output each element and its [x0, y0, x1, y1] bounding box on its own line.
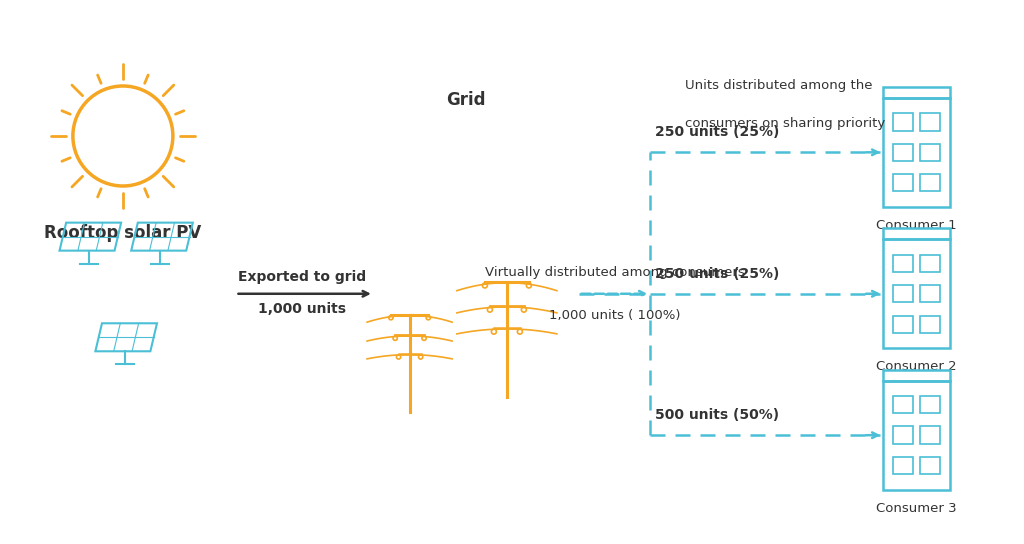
Text: Consumer 2: Consumer 2	[877, 360, 956, 373]
Text: 500 units (50%): 500 units (50%)	[655, 408, 779, 422]
Bar	[893, 457, 913, 474]
Text: 1,000 units ( 100%): 1,000 units ( 100%)	[549, 309, 680, 322]
Text: Grid: Grid	[446, 91, 485, 109]
Bar	[893, 174, 913, 191]
Bar	[893, 113, 913, 131]
Text: Virtually distributed among consumers: Virtually distributed among consumers	[484, 266, 744, 279]
Bar	[893, 285, 913, 302]
Text: 250 units (25%): 250 units (25%)	[655, 125, 779, 139]
Bar	[920, 113, 940, 131]
Bar	[883, 87, 949, 98]
Text: Consumer 3: Consumer 3	[877, 502, 956, 515]
Bar	[893, 426, 913, 444]
Bar	[893, 316, 913, 333]
Bar	[893, 396, 913, 413]
Bar	[920, 144, 940, 161]
Text: Units distributed among the: Units distributed among the	[685, 79, 872, 92]
Bar	[883, 370, 949, 381]
Text: Exported to grid: Exported to grid	[238, 270, 367, 284]
Bar	[883, 381, 949, 490]
Text: Rooftop solar PV: Rooftop solar PV	[44, 224, 202, 242]
Bar	[920, 174, 940, 191]
Text: 250 units (25%): 250 units (25%)	[655, 267, 779, 281]
Bar	[920, 396, 940, 413]
Bar	[920, 285, 940, 302]
Text: Consumer 1: Consumer 1	[877, 219, 956, 232]
Bar	[893, 144, 913, 161]
Bar	[920, 316, 940, 333]
Text: 1,000 units: 1,000 units	[258, 302, 346, 316]
Bar	[893, 255, 913, 272]
Text: consumers on sharing priority: consumers on sharing priority	[685, 118, 886, 131]
Bar	[883, 228, 949, 239]
Bar	[883, 98, 949, 207]
Bar	[920, 426, 940, 444]
Bar	[920, 255, 940, 272]
Bar	[920, 457, 940, 474]
Bar	[883, 239, 949, 348]
